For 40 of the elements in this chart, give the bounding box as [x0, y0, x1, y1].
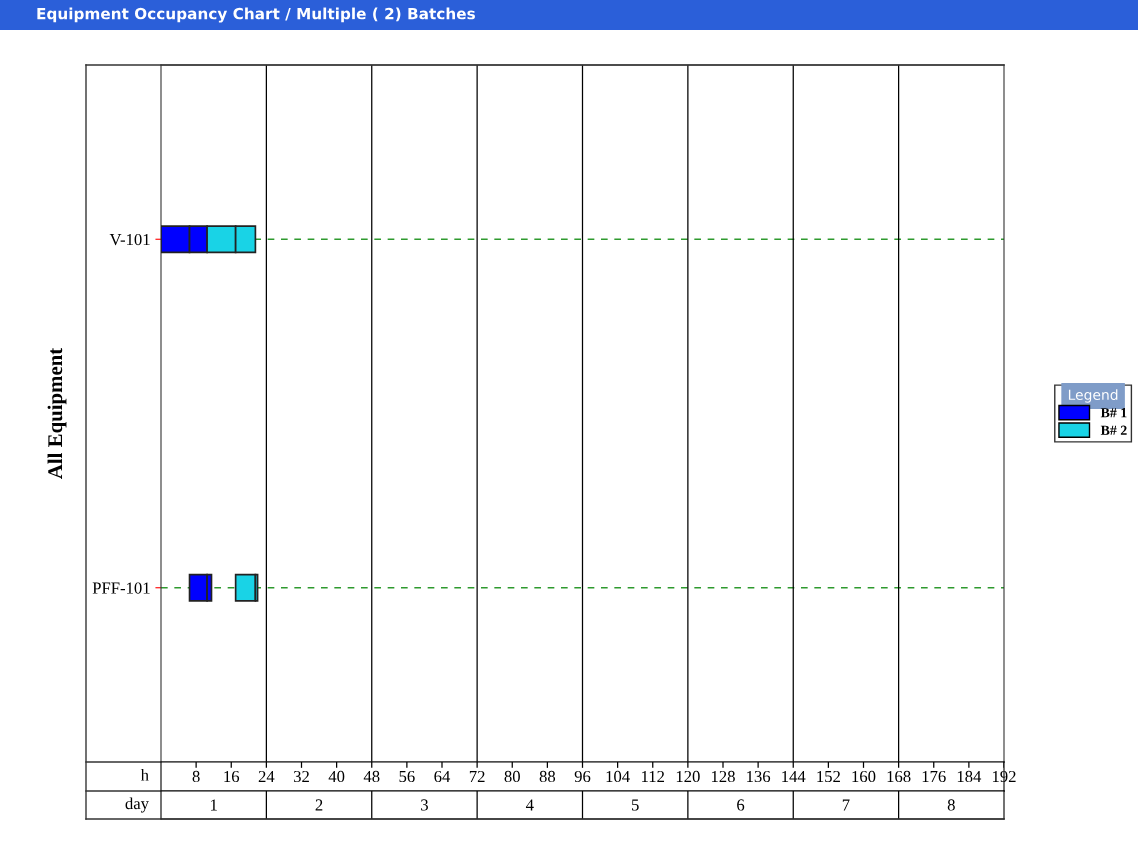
x2-tick-label: 5	[631, 799, 639, 811]
x-tick-label: 32	[293, 770, 309, 783]
x-tick-label: 128	[711, 770, 735, 783]
x-tick-label: 160	[852, 770, 876, 783]
x-tick-label: 24	[258, 770, 275, 782]
x2-tick-label: 2	[315, 799, 323, 811]
x2-tick-label: 4	[525, 799, 534, 811]
x-tick-label: 72	[469, 770, 485, 782]
x-axis-title: h	[140, 768, 149, 781]
x-tick-label: 48	[363, 770, 380, 783]
legend-label: B# 2	[1100, 425, 1127, 435]
x-tick-label: 80	[504, 770, 520, 783]
x2-tick-label: 1	[210, 799, 217, 811]
x-tick-label: 120	[676, 770, 700, 783]
x-tick-label: 144	[782, 770, 806, 782]
x-tick-label: 40	[328, 770, 345, 783]
x2-tick-label: 7	[842, 799, 850, 811]
x-tick-label: 168	[887, 770, 911, 783]
x-tick-label: 112	[642, 770, 665, 782]
x2-tick-label: 3	[421, 799, 428, 811]
x-tick-label: 88	[539, 770, 556, 783]
x-tick-label: 104	[606, 770, 630, 783]
y-tick-label: PFF-101	[92, 582, 150, 594]
chart-title: Equipment Occupancy Chart / Multiple ( 2) Batches	[37, 7, 475, 23]
x2-tick-label: 8	[947, 799, 955, 811]
x-tick-label: 16	[224, 770, 240, 783]
x-tick-label: 184	[957, 770, 982, 783]
y-axis-title: All Equipment	[47, 347, 67, 479]
y-tick-label: V-101	[109, 233, 150, 246]
x-tick-label: 136	[747, 770, 771, 783]
x-tick-label: 64	[434, 770, 451, 783]
x-tick-label: 176	[922, 770, 946, 783]
legend-title: Legend	[1068, 389, 1118, 403]
x-tick-label: 8	[192, 770, 200, 783]
x-tick-label: 56	[399, 770, 415, 783]
x2-tick-label: 6	[737, 799, 745, 811]
x2-axis-title: day	[125, 797, 149, 813]
legend-label: B# 1	[1100, 408, 1127, 418]
x-tick-label: 96	[574, 770, 591, 783]
x-tick-label: 152	[817, 770, 840, 783]
